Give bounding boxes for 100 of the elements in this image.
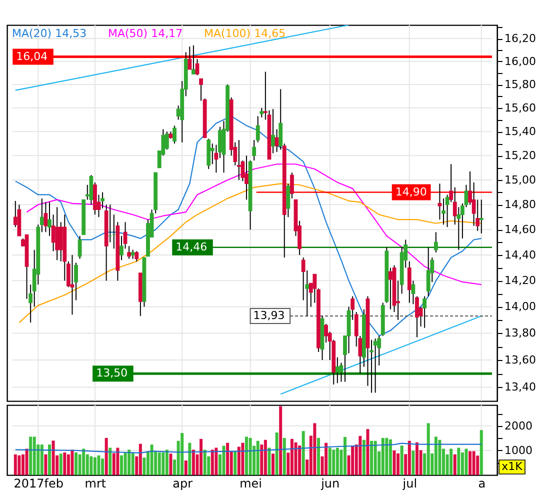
bar <box>248 438 252 475</box>
bar <box>104 438 108 475</box>
bar <box>150 444 154 475</box>
y-tick-label: 16,20 <box>504 32 536 46</box>
bar <box>18 455 21 475</box>
line-series <box>18 183 482 324</box>
x-tick-label: mei <box>240 476 262 490</box>
bar <box>14 454 17 475</box>
ref-line-label: 13,93 <box>253 308 285 322</box>
bar <box>184 460 188 475</box>
y-tick-label: 14,80 <box>504 198 536 212</box>
bar <box>374 440 377 475</box>
bar <box>468 451 472 475</box>
bar <box>480 430 483 475</box>
ref-line-label: 14,90 <box>395 185 427 198</box>
bar <box>48 444 52 475</box>
bar <box>472 451 476 475</box>
candlestick <box>434 232 438 253</box>
text: MA(100) 14,65 <box>204 27 286 40</box>
bar <box>264 440 267 475</box>
bar <box>434 436 438 475</box>
y-tick-label: 15,80 <box>504 78 536 91</box>
bar <box>120 455 123 475</box>
bar <box>245 436 248 475</box>
bar <box>268 448 271 475</box>
bar <box>214 448 218 475</box>
text: MA(20) 14,53 <box>12 27 87 40</box>
bar <box>74 452 78 475</box>
bar <box>438 440 442 475</box>
bar <box>200 438 203 475</box>
y-tick-label: 2000 <box>504 419 532 432</box>
candlestick <box>274 128 279 153</box>
bar <box>82 448 86 475</box>
bar <box>457 448 460 475</box>
candlestick <box>134 250 139 262</box>
bar <box>324 442 328 475</box>
y-tick-label: 14,20 <box>504 274 536 288</box>
bar <box>415 442 418 475</box>
bar <box>412 450 415 475</box>
bar <box>294 442 298 475</box>
bar <box>282 438 286 475</box>
bar <box>328 448 332 475</box>
bar <box>272 454 275 475</box>
y-tick-label: 13,80 <box>504 326 536 340</box>
bar <box>426 423 430 475</box>
bar <box>131 453 134 475</box>
bar <box>298 446 302 475</box>
y-tick-label: 15,00 <box>504 173 536 186</box>
bar <box>316 438 320 475</box>
bar <box>44 454 48 475</box>
bar <box>101 458 104 475</box>
bar <box>40 444 44 475</box>
bar <box>400 446 404 475</box>
bar <box>59 454 62 475</box>
bar <box>203 450 206 475</box>
bar <box>358 436 362 475</box>
bar <box>70 450 74 475</box>
bar <box>188 442 192 475</box>
bar <box>97 455 100 475</box>
bar <box>279 406 282 475</box>
bar <box>237 446 240 475</box>
candlestick <box>188 46 192 70</box>
candlestick <box>70 254 74 316</box>
bar <box>256 440 260 475</box>
line-series <box>14 116 482 336</box>
y-tick-label: 14,40 <box>504 248 536 262</box>
bar <box>29 436 32 475</box>
bar <box>464 448 468 475</box>
x-tick-label: 2017feb <box>14 476 64 490</box>
bar <box>313 423 316 475</box>
x-tick-label: mrt <box>84 476 106 490</box>
bar <box>226 442 230 475</box>
candlestick <box>388 267 392 310</box>
bar <box>366 429 370 475</box>
bar <box>165 450 168 475</box>
bar <box>138 444 142 475</box>
bar <box>302 431 305 475</box>
bar <box>169 454 172 475</box>
bar <box>25 448 28 475</box>
bar <box>158 452 161 475</box>
bar <box>162 452 165 475</box>
bar <box>222 446 226 475</box>
bar <box>90 456 93 475</box>
bar <box>344 436 347 475</box>
ref-line-label: 14,46 <box>176 240 208 254</box>
bar <box>241 442 244 475</box>
candlestick <box>192 44 196 75</box>
x-tick-label: apr <box>172 476 193 490</box>
candlestick <box>271 108 275 154</box>
y-tick-label: 13,60 <box>504 354 536 367</box>
text: MA(50) 14,17 <box>108 27 183 40</box>
candlestick <box>172 125 176 144</box>
ref-line-label: 16,04 <box>16 50 48 63</box>
y-tick-label: 14,60 <box>504 223 536 236</box>
bar <box>351 446 354 475</box>
bar <box>336 448 339 475</box>
x-tick-label: jul <box>402 476 418 490</box>
bar <box>332 450 336 475</box>
bar <box>381 438 384 475</box>
bar <box>392 450 396 475</box>
